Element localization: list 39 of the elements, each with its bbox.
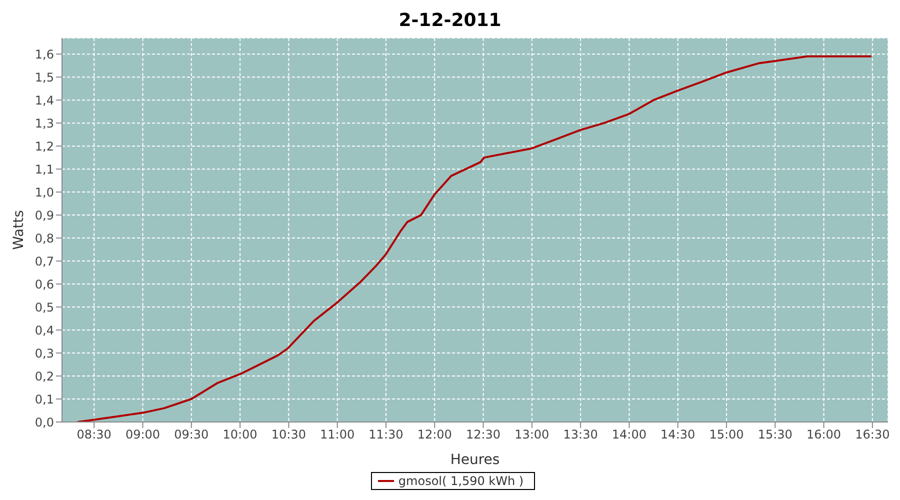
y-axis-title: Watts [10, 210, 27, 250]
x-axis-title: Heures [450, 452, 500, 468]
x-tick-label: 10:00 [222, 428, 258, 442]
x-tick-label: 14:00 [612, 428, 647, 442]
y-tick-label: 1,0 [34, 185, 54, 200]
y-tick-label: 1,5 [34, 70, 54, 84]
x-tick-label: 16:30 [855, 428, 890, 442]
y-tick-label: 1,4 [34, 93, 54, 108]
y-tick-label: 0,9 [34, 208, 54, 222]
legend-label: gmosol( 1,590 kWh ) [397, 474, 524, 488]
y-tick-label: 0,1 [34, 392, 54, 406]
y-tick-label: 1,2 [34, 139, 54, 154]
y-tick-label: 0,7 [34, 254, 54, 268]
y-tick-label: 0,3 [34, 346, 54, 360]
x-tick-label: 15:00 [709, 428, 744, 442]
x-tick-label: 11:30 [368, 428, 404, 442]
x-tick-label: 13:00 [514, 428, 550, 442]
chart-title: 2-12-2011 [398, 9, 502, 33]
y-tick-label: 1,1 [34, 162, 54, 176]
line-series [76, 55, 872, 422]
x-tick-label: 09:00 [125, 428, 160, 442]
x-tick-label: 12:00 [417, 428, 452, 442]
y-tick-label: 1,6 [34, 47, 54, 62]
x-tick-label: 08:30 [76, 428, 112, 442]
y-tick-label: 0,4 [34, 323, 54, 338]
y-tick-label: 0,2 [34, 369, 54, 384]
x-tick-label: 15:30 [758, 428, 792, 442]
x-tick-label: 16:00 [806, 428, 842, 442]
x-tick-label: 12:30 [466, 428, 501, 442]
x-tick-label: 09:30 [174, 428, 209, 442]
y-tick-label: 1,3 [34, 116, 54, 130]
y-tick-label: 0,6 [34, 277, 54, 292]
x-tick-label: 10:30 [271, 428, 306, 442]
x-tick-label: 14:30 [660, 428, 696, 442]
x-tick-label: 13:30 [563, 428, 598, 442]
x-tick-label: 11:00 [320, 428, 355, 442]
y-tick-label: 0,8 [34, 231, 54, 246]
y-tick-label: 0,0 [34, 415, 54, 430]
y-tick-label: 0,5 [34, 300, 54, 314]
